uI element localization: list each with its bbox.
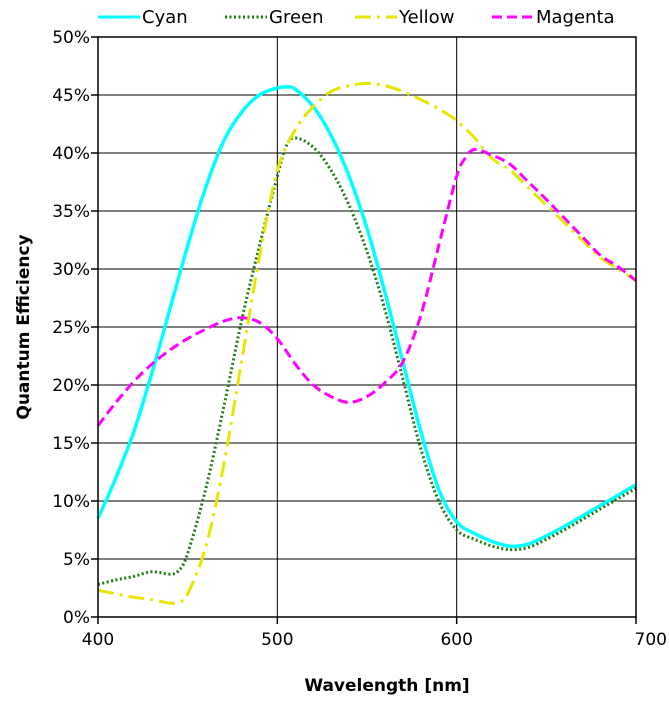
y-tick-label: 40% [52,144,90,164]
grid-lines [98,37,636,617]
y-tick-label: 45% [52,86,90,106]
y-tick-label: 35% [52,202,90,222]
x-axis-title: Wavelength [nm] [304,676,469,696]
y-tick-label: 25% [52,318,90,338]
y-tick-label: 10% [52,492,90,512]
y-tick-label: 0% [63,608,90,628]
x-tick-label: 500 [261,630,293,650]
x-tick-label: 700 [635,630,667,650]
y-axis-ticks: 0% 5% 10% 15% 20% 25% 30% 35% 40% 45% 50% [52,28,98,628]
x-axis-ticks: 400 500 600 700 [82,617,667,650]
y-tick-label: 30% [52,260,90,280]
x-tick-label: 400 [82,630,114,650]
legend-label-yellow: Yellow [398,7,454,28]
y-tick-label: 5% [63,550,90,570]
series-lines [96,81,637,605]
x-tick-label: 600 [440,630,472,650]
series-line-yellow [97,81,637,605]
series-line-green [97,136,637,586]
y-tick-label: 15% [52,434,90,454]
y-axis-title: Quantum Efficiency [14,234,34,419]
y-tick-label: 50% [52,28,90,48]
legend-label-cyan: Cyan [142,7,188,28]
y-tick-label: 20% [52,376,90,396]
series-line-magenta [96,147,637,427]
legend: Cyan Green Yellow Magenta [98,7,615,28]
series-line-cyan [96,85,637,549]
legend-label-magenta: Magenta [536,7,615,28]
legend-label-green: Green [269,7,324,28]
